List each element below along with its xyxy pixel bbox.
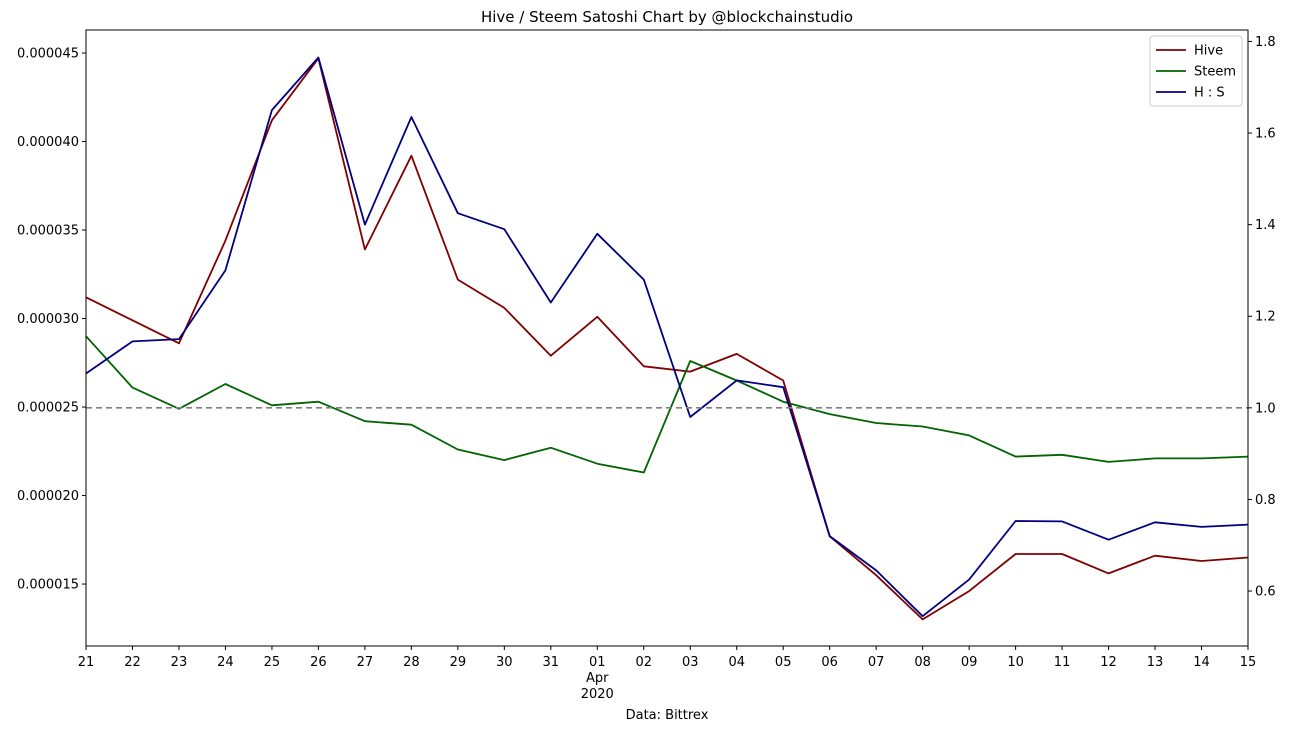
x-tick-label: 01 xyxy=(589,655,606,670)
x-tick-label: 26 xyxy=(310,655,327,670)
legend-label-hive: Hive xyxy=(1194,44,1223,59)
chart-title: Hive / Steem Satoshi Chart by @blockchai… xyxy=(481,8,853,26)
x-tick-label: 12 xyxy=(1100,655,1117,670)
x-axis-month-label: Apr xyxy=(586,671,609,686)
x-tick-label: 24 xyxy=(217,655,234,670)
series-layer xyxy=(85,56,1249,621)
x-axis: 21 22 23 24 25 26 27 28 29 30 31 01 02 03 04 05 06 07 08 09… xyxy=(78,646,1257,670)
series-line-steem xyxy=(85,335,1249,474)
x-tick-label: 22 xyxy=(124,655,141,670)
x-tick-label: 27 xyxy=(357,655,374,670)
plot-frame xyxy=(85,29,1249,647)
x-tick-label: 05 xyxy=(775,655,792,670)
x-tick-label: 21 xyxy=(78,655,95,670)
left-y-tick-label: 0.000045 xyxy=(17,47,79,62)
right-y-tick-label: 0.8 xyxy=(1255,493,1276,508)
x-tick-label: 31 xyxy=(543,655,560,670)
x-tick-label: 29 xyxy=(450,655,467,670)
right-y-tick-label: 1.8 xyxy=(1255,35,1276,50)
x-axis-label: Data: Bittrex xyxy=(626,708,709,723)
left-y-tick-label: 0.000025 xyxy=(17,401,79,416)
legend-label-steem: Steem xyxy=(1194,65,1236,80)
x-tick-label: 23 xyxy=(171,655,188,670)
left-y-tick-label: 0.000015 xyxy=(17,578,79,593)
legend-label-h-s: H : S xyxy=(1194,86,1225,101)
x-axis-year-label: 2020 xyxy=(581,687,614,702)
x-tick-label: 13 xyxy=(1147,655,1164,670)
x-tick-label: 11 xyxy=(1054,655,1071,670)
x-tick-label: 03 xyxy=(682,655,699,670)
x-tick-label: 07 xyxy=(868,655,885,670)
left-y-tick-label: 0.000030 xyxy=(17,312,79,327)
x-tick-label: 25 xyxy=(264,655,281,670)
x-tick-label: 15 xyxy=(1240,655,1257,670)
left-y-axis: 0.000015 0.000020 0.000025 0.000030 0.000035… xyxy=(17,47,86,593)
right-y-tick-label: 1.2 xyxy=(1255,310,1276,325)
x-tick-label: 02 xyxy=(635,655,652,670)
x-tick-label: 09 xyxy=(961,655,978,670)
legend: Hive Steem H : S xyxy=(1149,35,1243,107)
x-tick-label: 06 xyxy=(821,655,838,670)
x-tick-label: 28 xyxy=(403,655,420,670)
series-line-hive xyxy=(85,57,1249,621)
x-tick-label: 30 xyxy=(496,655,513,670)
x-tick-label: 08 xyxy=(914,655,931,670)
right-y-tick-label: 1.4 xyxy=(1255,218,1276,233)
right-y-tick-label: 1.0 xyxy=(1255,401,1276,416)
x-tick-label: 14 xyxy=(1193,655,1210,670)
left-y-tick-label: 0.000040 xyxy=(17,135,79,150)
right-y-tick-label: 0.6 xyxy=(1255,585,1276,600)
right-y-axis: 0.6 0.8 1.0 1.2 1.4 1.6 1.8 xyxy=(1248,35,1276,600)
right-y-tick-label: 1.6 xyxy=(1255,127,1276,142)
left-y-tick-label: 0.000035 xyxy=(17,224,79,239)
series-line-h-s xyxy=(85,56,1249,618)
left-y-tick-label: 0.000020 xyxy=(17,489,79,504)
x-tick-label: 10 xyxy=(1007,655,1024,670)
x-tick-label: 04 xyxy=(728,655,745,670)
legend-box xyxy=(1149,35,1243,107)
